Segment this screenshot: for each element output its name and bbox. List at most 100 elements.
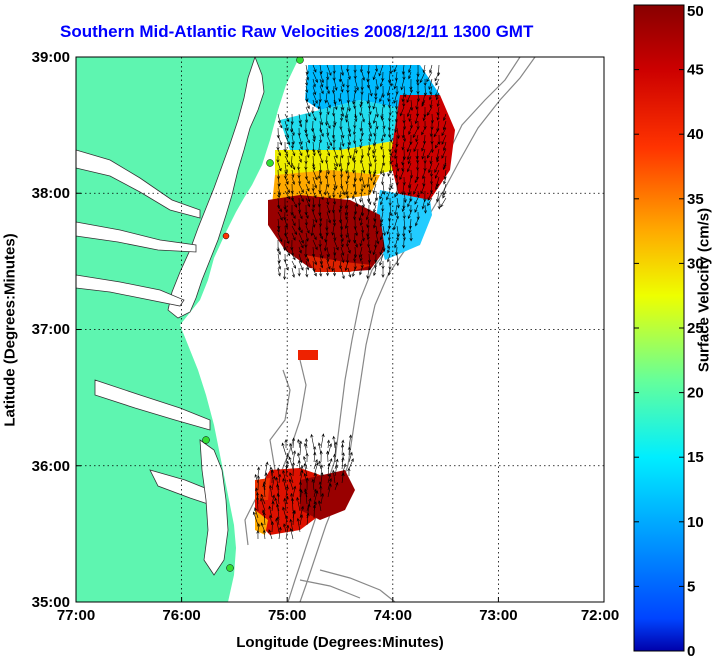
map-title: Southern Mid-Atlantic Raw Velocities 200… — [60, 22, 534, 41]
velocity-arrow — [277, 148, 281, 157]
velocity-arrow — [416, 211, 420, 221]
velocity-arrow — [312, 169, 318, 181]
velocity-arrow — [360, 127, 364, 137]
velocity-arrow — [344, 260, 349, 272]
velocity-arrow — [375, 225, 379, 235]
velocity-arrow — [318, 92, 322, 103]
station-marker — [266, 159, 274, 167]
velocity-arrow — [338, 155, 342, 168]
velocity-arrow — [423, 120, 427, 130]
velocity-arrow — [361, 225, 365, 234]
velocity-arrow — [366, 267, 370, 280]
velocity-arrow — [277, 162, 282, 172]
velocity-arrow — [353, 134, 357, 145]
velocity-arrow — [368, 127, 373, 138]
velocity-arrow — [393, 92, 398, 104]
velocity-arrow — [324, 239, 328, 252]
velocity-arrow — [373, 197, 377, 207]
velocity-arrow — [372, 148, 377, 159]
velocity-arrow — [340, 239, 344, 248]
velocity-arrow — [347, 267, 352, 278]
velocity-arrow — [252, 511, 259, 526]
velocity-arrow — [372, 134, 377, 147]
velocity-arrow — [338, 141, 342, 151]
velocity-arrow — [334, 464, 339, 477]
velocity-arrow — [382, 127, 386, 138]
velocity-arrow — [436, 155, 440, 163]
velocity-arrow — [298, 155, 302, 163]
velocity-arrow — [303, 472, 308, 484]
velocity-arrow — [345, 176, 349, 185]
velocity-arrow — [346, 190, 350, 200]
velocity-arrow — [340, 106, 345, 118]
velocity-arrow — [317, 442, 322, 456]
velocity-arrow — [396, 127, 400, 140]
colorbar-tick-label: 50 — [687, 3, 704, 20]
velocity-arrow — [414, 176, 419, 184]
velocity-arrow — [319, 134, 323, 144]
velocity-arrow — [430, 176, 434, 185]
velocity-arrow — [341, 472, 345, 484]
velocity-arrow — [365, 211, 370, 221]
velocity-arrow — [277, 246, 281, 256]
velocity-arrow — [284, 515, 289, 526]
velocity-arrow — [326, 71, 330, 81]
velocity-arrow — [345, 239, 350, 248]
velocity-arrow — [413, 141, 419, 153]
velocity-arrow — [381, 113, 385, 122]
velocity-arrow — [389, 155, 393, 165]
velocity-arrow — [381, 204, 385, 212]
velocity-arrow — [442, 190, 447, 199]
velocity-arrow — [311, 106, 315, 115]
velocity-arrow — [427, 197, 433, 207]
velocity-arrow — [395, 135, 399, 148]
velocity-arrow — [359, 267, 363, 276]
velocity-arrow — [375, 106, 379, 118]
velocity-arrow — [271, 475, 276, 491]
velocity-arrow — [319, 485, 323, 498]
velocity-arrow — [312, 239, 318, 251]
velocity-arrow — [298, 190, 304, 203]
x-axis-label: Longitude (Degrees:Minutes) — [236, 634, 444, 651]
velocity-arrow — [402, 211, 406, 220]
velocity-arrow — [354, 239, 358, 248]
velocity-arrow — [291, 148, 296, 157]
velocity-arrow — [333, 239, 339, 251]
velocity-arrow — [351, 148, 356, 161]
velocity-arrow — [326, 211, 331, 224]
velocity-arrow — [409, 120, 413, 129]
velocity-arrow — [366, 176, 370, 188]
velocity-arrow — [312, 218, 316, 228]
velocity-arrow — [344, 197, 349, 210]
velocity-arrow — [304, 162, 308, 171]
velocity-arrow — [434, 162, 440, 174]
velocity-arrow — [382, 239, 386, 253]
velocity-arrow — [340, 99, 345, 111]
velocity-arrow — [318, 218, 322, 227]
velocity-arrow — [284, 134, 290, 146]
velocity-arrow — [304, 490, 308, 505]
velocity-arrow — [298, 204, 302, 214]
velocity-arrow — [388, 113, 392, 122]
colorbar-tick-label: 0 — [687, 643, 695, 659]
velocity-arrow — [406, 141, 412, 153]
velocity-arrow — [416, 71, 420, 84]
velocity-arrow — [269, 484, 273, 498]
velocity-arrow — [297, 438, 301, 449]
velocity-arrow — [379, 232, 384, 241]
velocity-arrow — [326, 85, 330, 95]
velocity-arrow — [407, 106, 412, 118]
velocity-arrow — [317, 141, 321, 154]
velocity-arrow — [394, 71, 398, 82]
velocity-arrow — [277, 190, 281, 199]
velocity-arrow — [306, 512, 310, 526]
velocity-arrow — [340, 127, 345, 139]
velocity-arrow — [382, 169, 386, 178]
velocity-arrow — [402, 176, 406, 186]
velocity-arrow — [291, 197, 298, 208]
velocity-arrow — [284, 127, 289, 139]
colorbar-tick-label: 20 — [687, 385, 704, 402]
velocity-arrow — [276, 467, 280, 477]
velocity-arrow — [372, 246, 377, 256]
velocity-arrow — [276, 225, 281, 233]
